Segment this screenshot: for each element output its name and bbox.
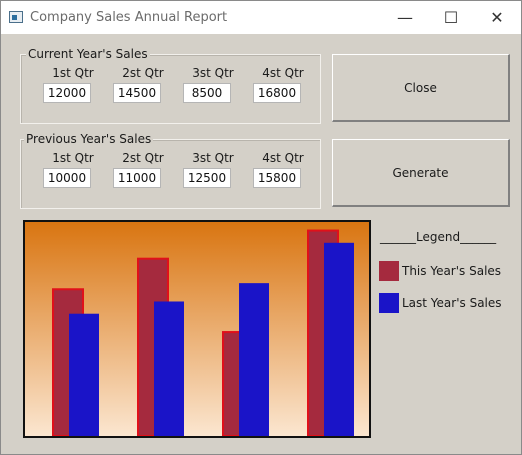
previous-q4-input[interactable] xyxy=(253,168,301,188)
previous-year-label: Previous Year's Sales xyxy=(24,132,154,146)
current-q2-label: 2st Qtr xyxy=(122,66,164,80)
legend-title: ______Legend______ xyxy=(380,230,497,244)
bar-last-year-4 xyxy=(324,242,354,436)
current-q4-input[interactable] xyxy=(253,83,301,103)
close-window-button[interactable]: ✕ xyxy=(490,8,504,27)
bar-last-year-1 xyxy=(69,313,99,436)
current-q3-label: 3st Qtr xyxy=(192,66,234,80)
current-q2-input[interactable] xyxy=(113,83,161,103)
title-bar[interactable]: Company Sales Annual Report — ☐ ✕ xyxy=(1,1,521,34)
previous-q2-label: 2st Qtr xyxy=(122,151,164,165)
sales-chart xyxy=(23,220,371,438)
current-year-label: Current Year's Sales xyxy=(26,47,150,61)
current-q3-input[interactable] xyxy=(183,83,231,103)
legend-label-last-year: Last Year's Sales xyxy=(402,296,502,310)
previous-q3-label: 3st Qtr xyxy=(192,151,234,165)
generate-button[interactable]: Generate xyxy=(332,139,510,207)
previous-year-group xyxy=(20,139,321,209)
current-q1-label: 1st Qtr xyxy=(52,66,94,80)
current-year-group xyxy=(20,54,321,124)
legend-label-this-year: This Year's Sales xyxy=(402,264,502,278)
bar-last-year-2 xyxy=(154,301,184,436)
previous-q4-label: 4st Qtr xyxy=(262,151,304,165)
previous-q3-input[interactable] xyxy=(183,168,231,188)
legend-swatch-this-year xyxy=(379,261,399,281)
legend-swatch-last-year xyxy=(379,293,399,313)
current-q1-input[interactable] xyxy=(43,83,91,103)
window-title: Company Sales Annual Report xyxy=(30,10,228,25)
maximize-button[interactable]: ☐ xyxy=(443,8,459,27)
previous-q2-input[interactable] xyxy=(113,168,161,188)
close-button[interactable]: Close xyxy=(332,54,510,122)
previous-q1-label: 1st Qtr xyxy=(52,151,94,165)
previous-q1-input[interactable] xyxy=(43,168,91,188)
current-q4-label: 4st Qtr xyxy=(262,66,304,80)
minimize-button[interactable]: — xyxy=(397,8,413,27)
bar-last-year-3 xyxy=(239,283,269,436)
app-icon xyxy=(9,11,23,23)
